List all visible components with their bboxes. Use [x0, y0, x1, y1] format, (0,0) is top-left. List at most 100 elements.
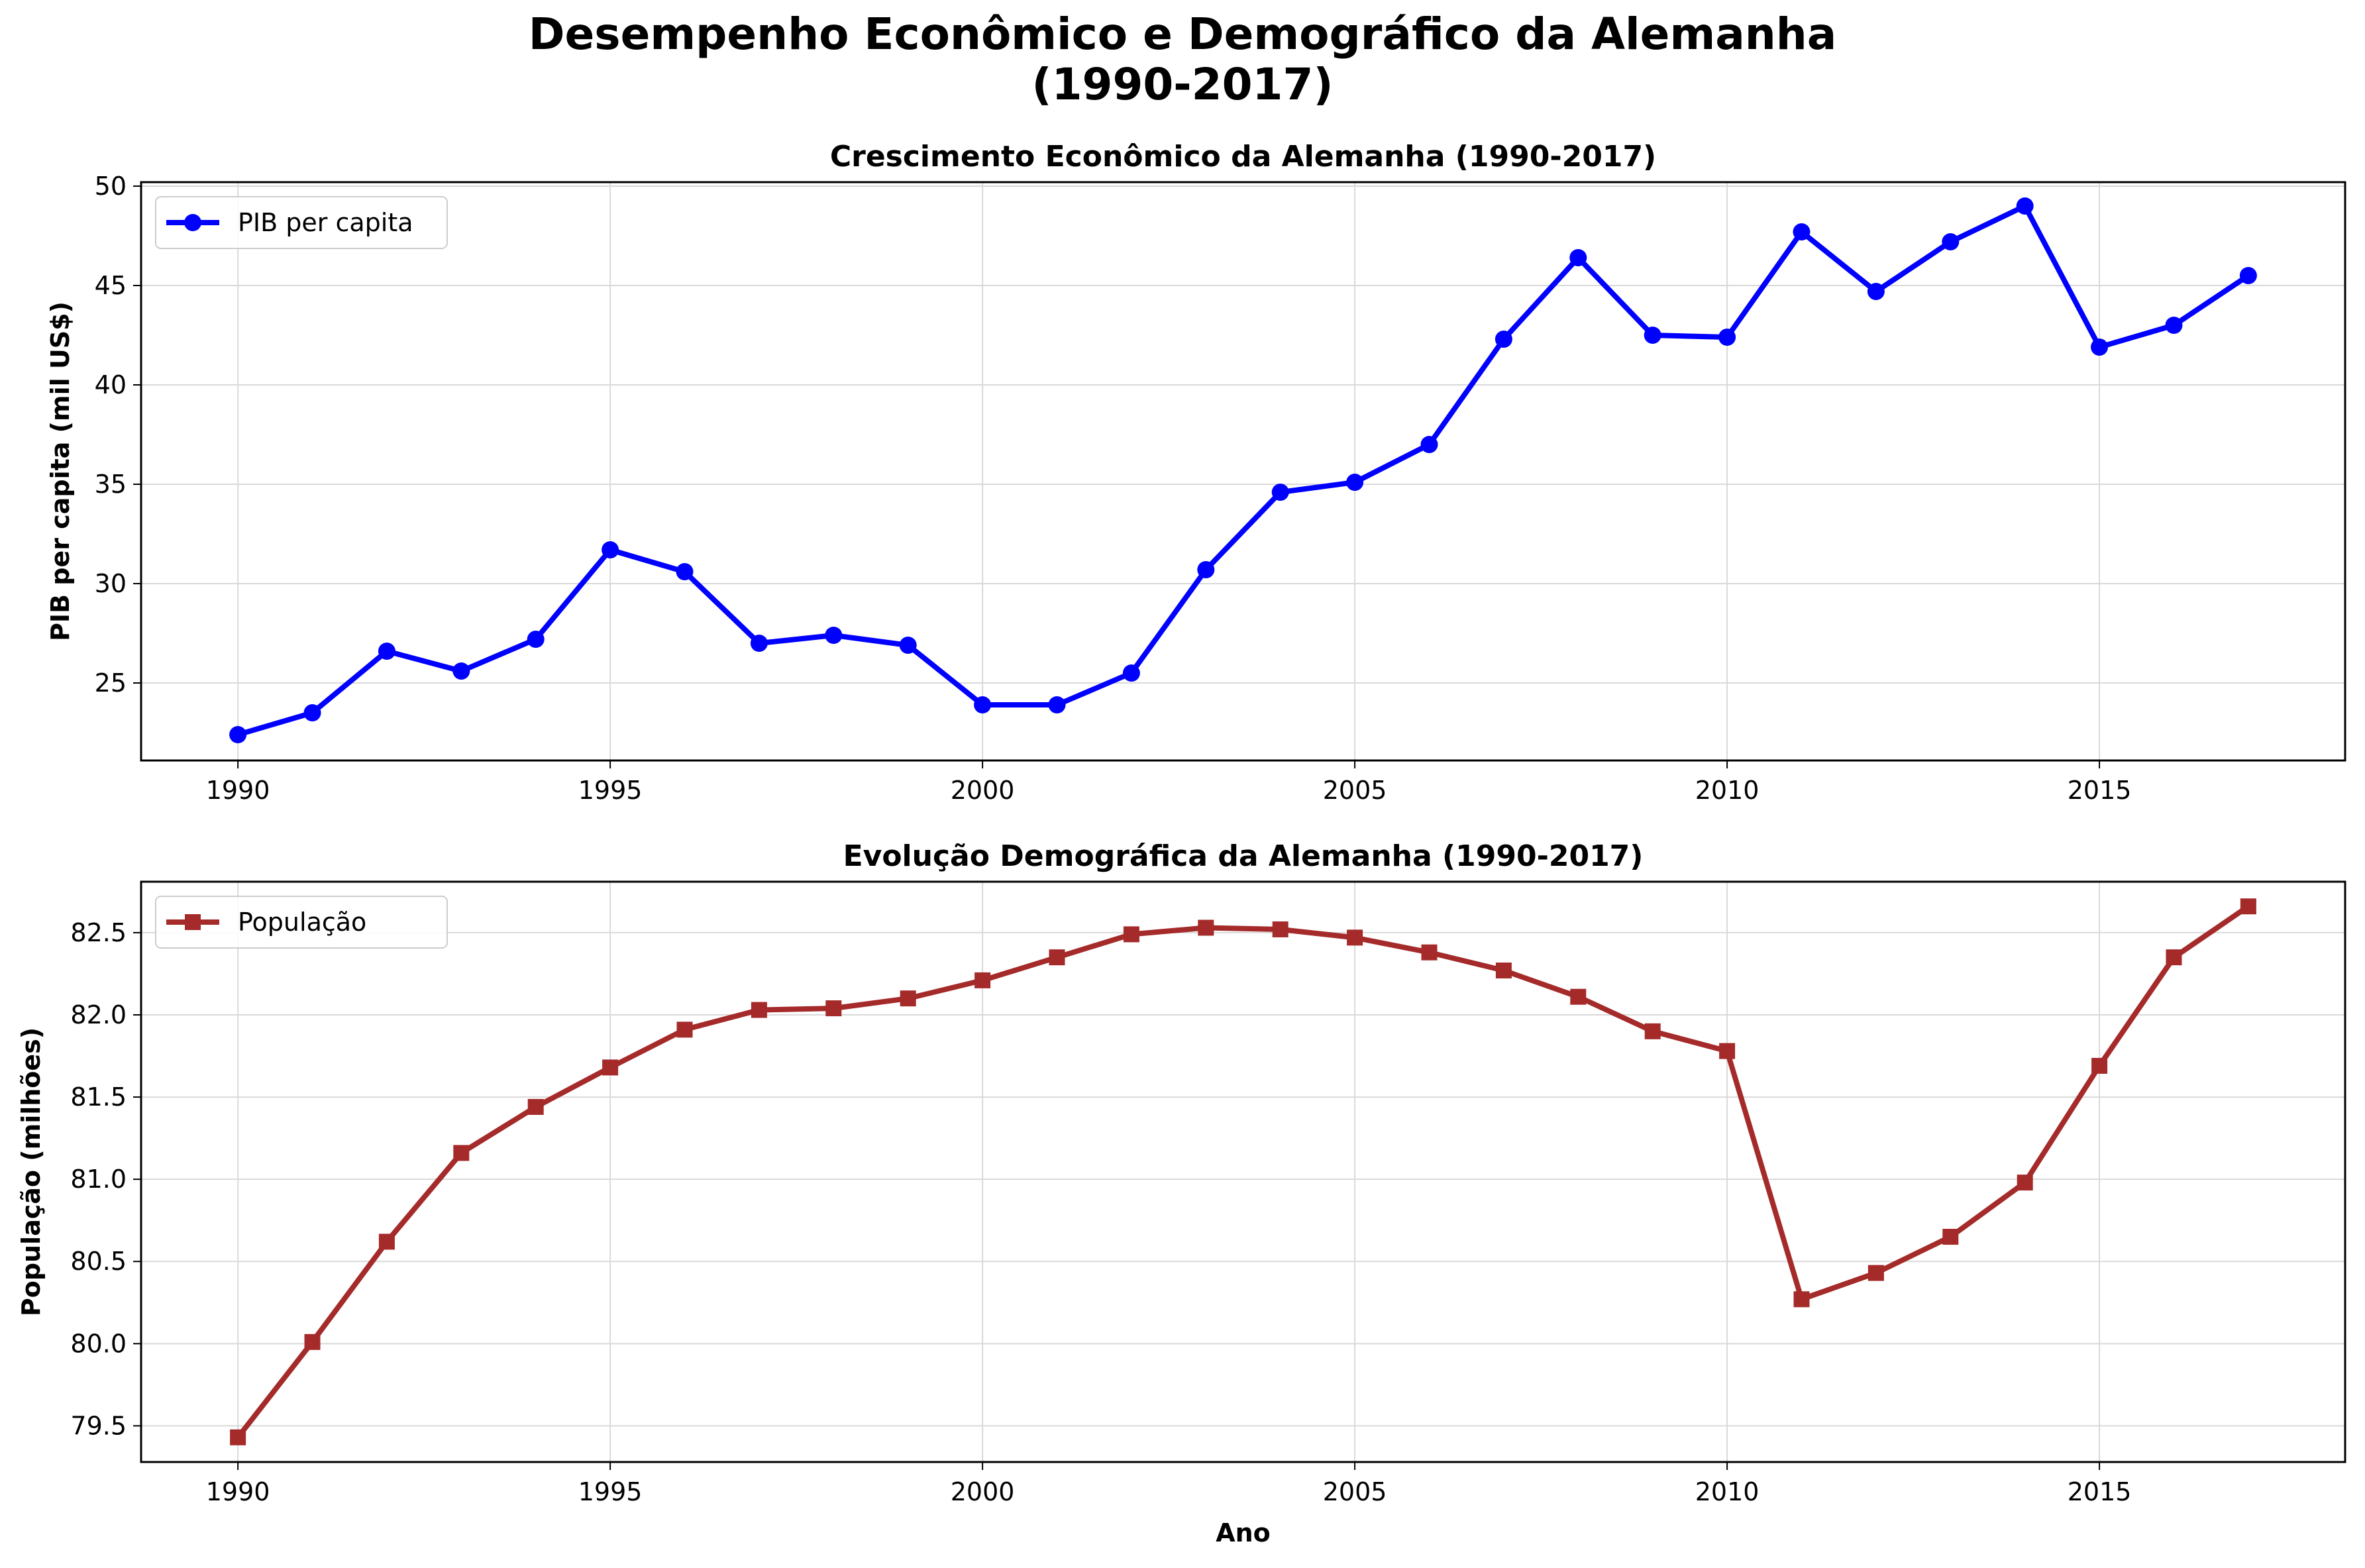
x-tick-label: 2015: [2068, 776, 2132, 805]
data-point: [974, 972, 991, 988]
y-tick-label: 30: [95, 569, 127, 598]
data-point: [825, 627, 843, 644]
legend-box: [155, 896, 448, 949]
y-tick-label: 25: [95, 668, 127, 698]
data-point: [2016, 197, 2034, 215]
data-point: [2091, 339, 2109, 356]
y-tick-label: 79.5: [70, 1411, 127, 1440]
legend-label: PIB per capita: [238, 208, 413, 237]
data-point: [527, 1098, 544, 1115]
data-point: [1867, 283, 1885, 300]
data-point: [2165, 317, 2183, 334]
data-point: [1420, 436, 1438, 453]
data-point: [899, 637, 917, 654]
data-point: [1942, 233, 1960, 250]
x-tick-label: 2015: [2068, 1477, 2132, 1506]
x-tick-label: 1995: [578, 1477, 643, 1506]
data-point: [751, 1002, 767, 1018]
y-tick-label: 50: [95, 172, 127, 201]
panel-title: Crescimento Econômico da Alemanha (1990-…: [830, 140, 1656, 174]
x-tick-label: 2005: [1323, 1477, 1387, 1506]
data-point: [1271, 484, 1289, 501]
legend-box: [155, 196, 448, 249]
data-point: [1644, 1023, 1661, 1039]
data-point: [1198, 919, 1214, 936]
axes-frame: [140, 181, 2346, 762]
data-point: [2166, 949, 2182, 966]
x-tick-label: 1990: [206, 776, 270, 805]
x-tick-label: 1995: [578, 776, 643, 805]
data-point: [1048, 696, 1066, 713]
data-point: [2017, 1175, 2033, 1191]
data-point: [1793, 1291, 1810, 1308]
y-tick-label: 81.5: [70, 1082, 127, 1112]
x-tick-label: 1990: [206, 1477, 270, 1506]
data-point: [1942, 1229, 1959, 1245]
data-point: [1495, 963, 1512, 979]
y-tick-label: 80.5: [70, 1247, 127, 1276]
series-line: [235, 904, 2250, 1439]
data-point: [1867, 1265, 1884, 1281]
data-point: [974, 696, 992, 713]
data-point: [1569, 249, 1587, 266]
data-point: [1719, 1043, 1736, 1059]
data-point: [1421, 944, 1438, 961]
data-point: [1495, 331, 1512, 348]
x-tick-label: 2010: [1695, 1477, 1760, 1506]
data-point: [750, 635, 768, 652]
data-point: [230, 1429, 246, 1445]
data-point: [1272, 921, 1288, 937]
figure-title-line2: (1990-2017): [1031, 59, 1334, 110]
data-point: [1346, 474, 1364, 491]
data-point: [453, 1145, 470, 1161]
data-point: [378, 1233, 395, 1250]
data-point: [229, 726, 247, 743]
chart-panel-2: 1990 1995 2000 2005 2010 2015 79.5 80.0 80.5 81.0…: [17, 839, 2346, 1547]
data-point: [2239, 267, 2257, 284]
chart-panel-1: 1990 1995 2000 2005 2010 2015 25 30 35 40 45 50 Cres…: [46, 140, 2346, 805]
axes-frame: [140, 880, 2346, 1463]
data-point: [1718, 329, 1736, 346]
data-point: [825, 1000, 842, 1017]
data-point: [1644, 327, 1661, 344]
data-point: [676, 563, 694, 580]
data-point: [1347, 929, 1363, 946]
y-tick-label: 82.0: [70, 1000, 127, 1029]
x-tick-label: 2010: [1695, 776, 1760, 805]
x-tick-label: 2000: [951, 1477, 1015, 1506]
x-axis-label: Ano: [1216, 1518, 1271, 1547]
legend-marker: [184, 214, 201, 231]
figure-title: Desempenho Econômico e Demográfico da Al…: [0, 9, 2365, 110]
data-point: [2240, 898, 2256, 915]
data-point: [303, 704, 321, 721]
legend-label: População: [238, 908, 366, 937]
x-tick-label: 2005: [1323, 776, 1387, 805]
y-tick-label: 80.0: [70, 1329, 127, 1358]
data-point: [1197, 561, 1215, 578]
series-line: [236, 203, 2250, 737]
data-point: [1049, 949, 1065, 966]
data-point: [527, 631, 545, 648]
y-tick-label: 81.0: [70, 1165, 127, 1194]
figure-title-line1: Desempenho Econômico e Demográfico da Al…: [528, 9, 1837, 60]
data-point: [304, 1333, 321, 1350]
data-point: [1122, 664, 1140, 682]
legend-marker: [185, 914, 201, 930]
data-point: [452, 662, 470, 680]
data-point: [1570, 988, 1587, 1005]
y-axis-label: PIB per capita (mil US$): [46, 301, 75, 641]
x-tick-label: 2000: [951, 776, 1015, 805]
data-point: [1123, 926, 1139, 943]
data-point: [676, 1021, 693, 1038]
y-tick-label: 40: [95, 370, 127, 399]
y-tick-label: 45: [95, 271, 127, 300]
data-point: [1793, 223, 1811, 240]
data-point: [602, 541, 619, 558]
data-point: [2091, 1057, 2108, 1074]
y-tick-label: 82.5: [70, 918, 127, 947]
y-tick-label: 35: [95, 470, 127, 499]
data-point: [378, 643, 395, 660]
data-point: [602, 1059, 619, 1076]
panel-title: Evolução Demográfica da Alemanha (1990-2…: [843, 839, 1644, 873]
